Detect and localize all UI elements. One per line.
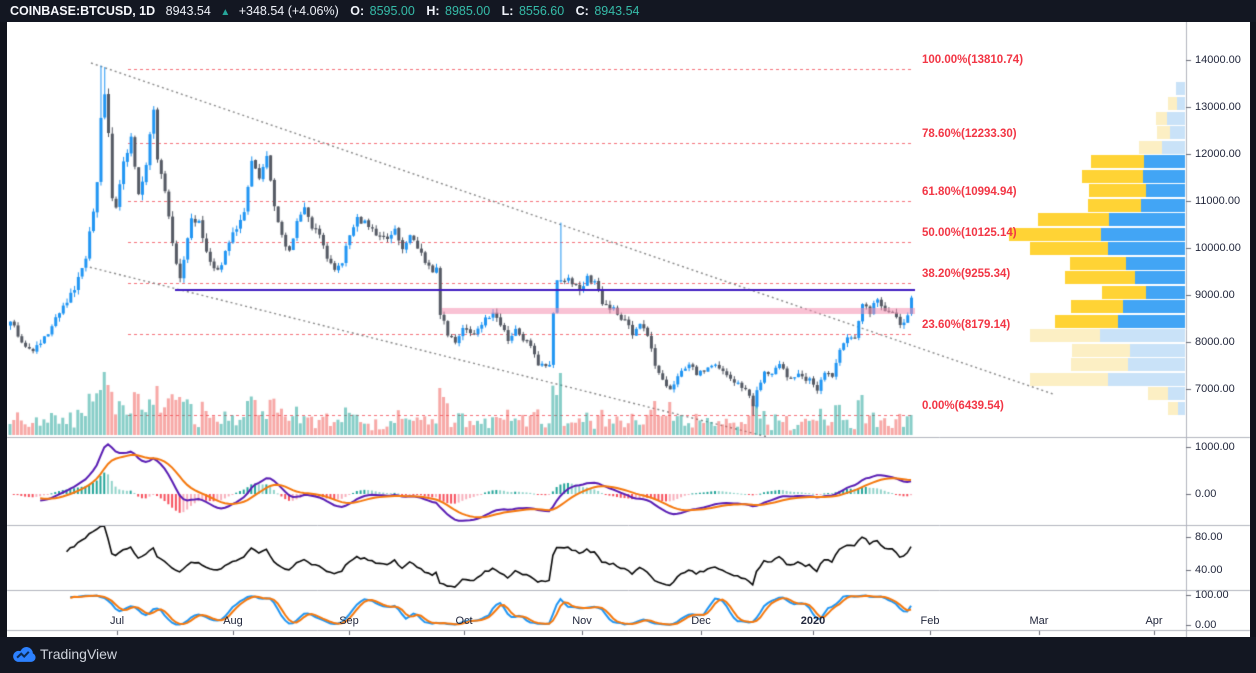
low-label: L: [501, 4, 514, 18]
price-chart-canvas[interactable] [0, 22, 1256, 637]
low-value: 8556.60 [518, 4, 565, 18]
brand-name[interactable]: TradingView [40, 646, 118, 662]
price-tick-label: 14000.00 [1195, 54, 1241, 66]
time-tick-label: Apr [1145, 615, 1163, 627]
symbol-title[interactable]: COINBASE:BTCUSD, 1D [10, 4, 156, 18]
time-axis[interactable]: Jul Aug Sep Oct Nov Dec 2020 Feb Mar Apr [0, 608, 1186, 637]
fib-level-label[interactable]: 38.20%(9255.34) [922, 267, 1011, 280]
open-value: 8595.00 [369, 4, 415, 18]
fib-level-label[interactable]: 100.00%(13810.74) [922, 53, 1024, 66]
left-frame-edge [0, 22, 7, 637]
close-label: C: [575, 4, 589, 18]
fib-level-label[interactable]: 50.00%(10125.14) [922, 227, 1017, 240]
price-tick-label: 100.00 [1195, 589, 1229, 601]
price-change: +348.54 (+4.06%) [238, 4, 339, 18]
price-tick-label: 13000.00 [1195, 101, 1241, 113]
time-tick-label: Feb [920, 615, 940, 627]
price-tick-label: 1000.00 [1195, 441, 1235, 453]
high-label: H: [426, 4, 440, 18]
footer-bar: TradingView [0, 637, 1256, 673]
symbol-status-bar: COINBASE:BTCUSD, 1D 8943.54 ▲ +348.54 (+… [0, 0, 1256, 22]
price-tick-label: 7000.00 [1195, 383, 1235, 395]
fib-level-label[interactable]: 0.00%(6439.54) [922, 400, 1004, 413]
price-tick-label: 40.00 [1195, 564, 1223, 576]
price-tick-label: 8000.00 [1195, 336, 1235, 348]
fib-level-label[interactable]: 78.60%(12233.30) [922, 128, 1017, 141]
price-tick-label: 11000.00 [1195, 195, 1241, 207]
time-tick-label: 2020 [800, 615, 826, 627]
time-tick-label: Dec [691, 615, 711, 627]
tradingview-logo-icon[interactable] [12, 644, 36, 666]
fib-level-label[interactable]: 61.80%(10994.94) [922, 186, 1017, 199]
time-tick-label: Nov [572, 615, 592, 627]
time-tick-label: Aug [223, 615, 243, 627]
fib-level-label[interactable]: 23.60%(8179.14) [922, 318, 1011, 331]
close-value: 8943.54 [594, 4, 640, 18]
right-frame-edge [1250, 22, 1256, 637]
price-tick-label: 0.00 [1195, 488, 1217, 500]
time-tick-label: Sep [339, 615, 359, 627]
price-tick-label: 0.00 [1195, 619, 1217, 631]
chart-area: 14000.00 13000.00 12000.00 11000.00 10000.00… [0, 22, 1256, 637]
time-tick-label: Oct [455, 615, 473, 627]
high-value: 8985.00 [445, 4, 491, 18]
price-tick-label: 10000.00 [1195, 242, 1241, 254]
price-tick-label: 9000.00 [1195, 289, 1235, 301]
price-tick-label: 12000.00 [1195, 148, 1241, 160]
time-tick-label: Mar [1029, 615, 1049, 627]
last-price: 8943.54 [165, 4, 211, 18]
time-tick-label: Jul [109, 615, 125, 627]
up-arrow-icon: ▲ [220, 7, 231, 18]
price-axis[interactable]: 14000.00 13000.00 12000.00 11000.00 10000.00… [1186, 22, 1250, 631]
price-tick-label: 80.00 [1195, 531, 1223, 543]
open-label: O: [350, 4, 365, 18]
